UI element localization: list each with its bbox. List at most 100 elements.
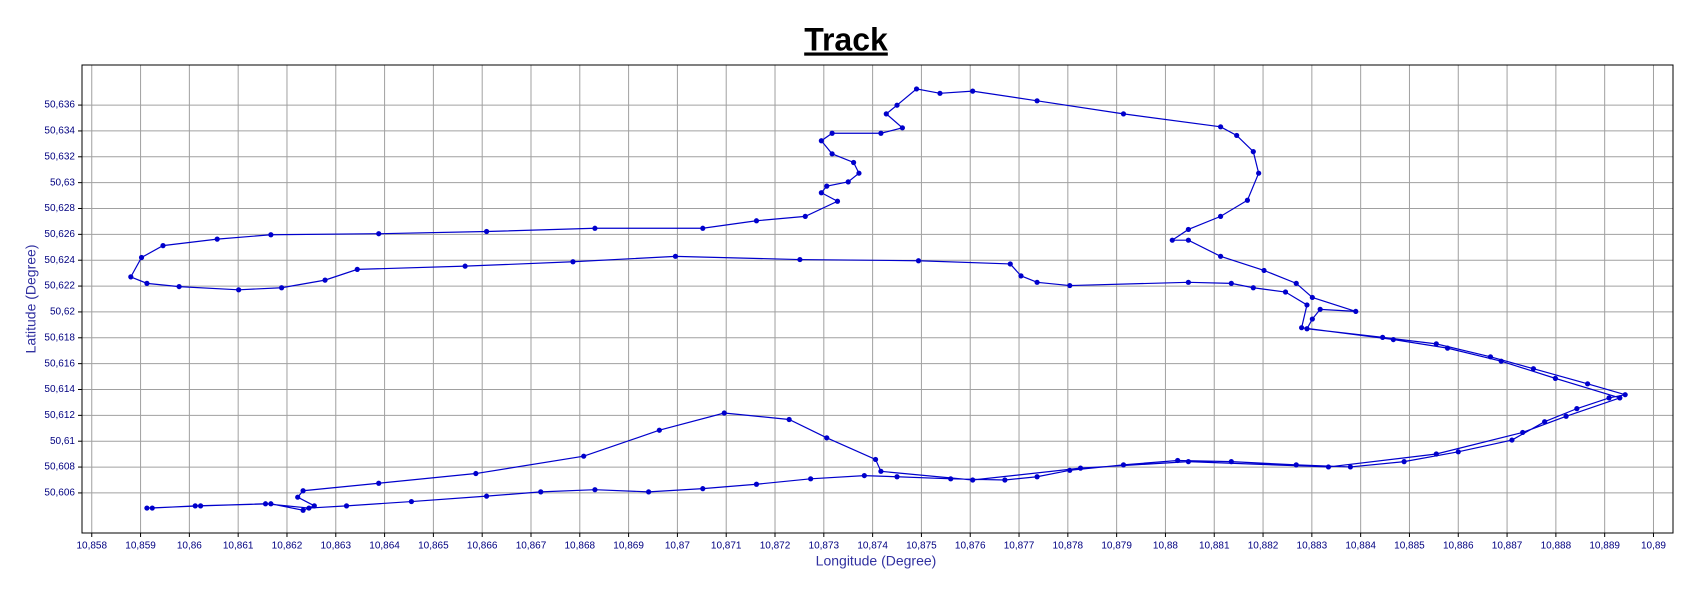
- track-point: [268, 232, 274, 238]
- track-point: [829, 130, 835, 136]
- y-tick-label: 50,63: [50, 177, 75, 188]
- track-point: [214, 236, 220, 242]
- track-point: [878, 468, 884, 474]
- track-point: [850, 159, 857, 166]
- track-point: [1617, 395, 1623, 401]
- track-point: [970, 88, 976, 94]
- track-point: [300, 507, 306, 513]
- track-point: [883, 111, 889, 117]
- y-tick-label: 50,622: [44, 281, 75, 292]
- x-tick-label: 10,87: [665, 541, 690, 552]
- track-point: [1520, 429, 1526, 436]
- y-tick-label: 50,62: [50, 307, 75, 318]
- track-point: [408, 498, 415, 505]
- track-point: [700, 225, 706, 231]
- track-point: [1498, 358, 1504, 364]
- track-point: [1217, 253, 1224, 259]
- track-point: [1077, 465, 1084, 471]
- x-tick-label: 10,888: [1541, 541, 1572, 552]
- track-point: [1185, 459, 1191, 465]
- track-point: [300, 488, 306, 494]
- y-tick-label: 50,632: [44, 151, 75, 162]
- track-point: [1309, 294, 1315, 301]
- track-point: [1347, 464, 1354, 470]
- track-point: [818, 190, 824, 196]
- track-point: [1034, 98, 1040, 104]
- y-tick-label: 50,608: [44, 462, 75, 473]
- y-tick-label: 50,624: [44, 255, 75, 266]
- track-point: [279, 285, 285, 291]
- x-tick-label: 10,877: [1004, 541, 1035, 552]
- track-point: [1325, 464, 1332, 470]
- track-point: [1175, 457, 1181, 464]
- track-point: [856, 170, 862, 176]
- track-point: [802, 213, 808, 219]
- x-tick-label: 10,871: [711, 541, 742, 552]
- track-point: [1433, 451, 1439, 457]
- y-tick-label: 50,612: [44, 410, 75, 421]
- chart-title: Track: [804, 21, 888, 57]
- x-tick-label: 10,882: [1248, 541, 1279, 552]
- x-tick-label: 10,866: [467, 541, 498, 552]
- x-tick-label: 10,879: [1101, 541, 1132, 552]
- track-point: [1390, 336, 1396, 343]
- track-point: [483, 228, 490, 235]
- track-point: [1304, 326, 1310, 332]
- x-tick-label: 10,868: [565, 541, 596, 552]
- x-tick-label: 10,883: [1297, 541, 1328, 552]
- track-point: [354, 266, 360, 272]
- track-point: [970, 477, 976, 483]
- y-tick-label: 50,618: [44, 332, 75, 343]
- track-point: [1622, 392, 1628, 398]
- track-point: [1244, 197, 1251, 203]
- x-tick-label: 10,875: [906, 541, 937, 552]
- track-point: [1169, 237, 1175, 243]
- track-point: [262, 501, 269, 507]
- track-point: [1444, 345, 1451, 351]
- track-point: [937, 90, 943, 96]
- track-point: [1401, 459, 1407, 465]
- track-point: [1034, 474, 1040, 480]
- x-tick-label: 10,878: [1053, 541, 1084, 552]
- track-point: [1552, 375, 1558, 381]
- y-tick-label: 50,626: [44, 229, 75, 240]
- x-tick-label: 10,864: [369, 541, 400, 552]
- track-point: [1606, 395, 1612, 401]
- track-point: [570, 259, 576, 265]
- y-tick-label: 50,61: [50, 436, 75, 447]
- track-point: [1250, 149, 1256, 155]
- track-point: [786, 416, 792, 423]
- x-tick-label: 10,867: [516, 541, 547, 552]
- track-point: [829, 151, 835, 157]
- x-tick-label: 10,887: [1492, 541, 1523, 552]
- y-axis-label: Latitude (Degree): [23, 245, 39, 354]
- track-point: [753, 481, 760, 487]
- track-point: [672, 253, 679, 259]
- y-tick-label: 50,616: [44, 358, 75, 369]
- track-point: [915, 258, 922, 264]
- track-point: [1487, 354, 1494, 360]
- track-point: [1034, 279, 1040, 285]
- track-point: [176, 283, 182, 290]
- track-point: [295, 494, 301, 500]
- track-point: [1256, 170, 1262, 176]
- track-point: [1185, 237, 1191, 243]
- y-tick-label: 50,606: [44, 488, 75, 499]
- track-point: [894, 102, 900, 108]
- track-point: [236, 287, 242, 293]
- x-tick-label: 10,885: [1394, 541, 1425, 552]
- track-point: [1317, 306, 1323, 312]
- track-line: [129, 88, 1626, 511]
- track-point: [1228, 280, 1234, 286]
- y-tick-label: 50,634: [44, 126, 75, 137]
- track-point: [1304, 302, 1310, 308]
- track-point: [1217, 124, 1224, 130]
- track-point: [1217, 213, 1224, 219]
- track-point: [538, 489, 544, 495]
- track-point: [1067, 282, 1073, 289]
- track-point: [894, 474, 900, 480]
- track-point: [1455, 449, 1461, 455]
- x-tick-label: 10,874: [857, 541, 888, 552]
- track-point: [1584, 381, 1591, 387]
